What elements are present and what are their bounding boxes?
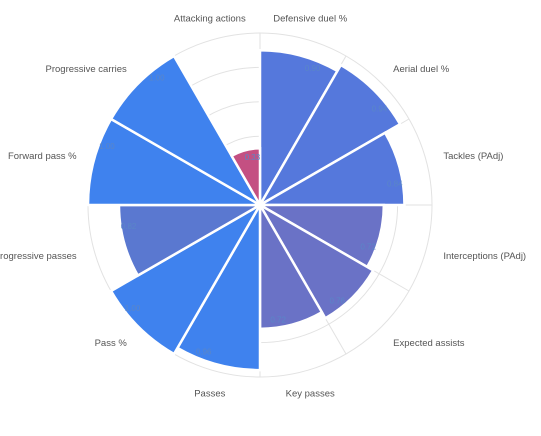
category-label-defensive-duel: Defensive duel % bbox=[273, 14, 347, 25]
category-label-progressive-carries: Progressive carries bbox=[46, 64, 128, 75]
value-label-defensive-duel: 0.90 bbox=[305, 64, 321, 73]
category-label-forward-pass: Forward pass % bbox=[8, 151, 77, 162]
category-label-interceptions-padj: Interceptions (PAdj) bbox=[443, 251, 526, 262]
value-label-interceptions-padj: 0.72 bbox=[360, 243, 376, 252]
category-label-passes: Passes bbox=[194, 388, 225, 399]
value-label-progressive-passes: 0.82 bbox=[121, 222, 137, 231]
value-label-pass: 1.00 bbox=[125, 304, 141, 313]
bar-passes[interactable] bbox=[175, 200, 262, 372]
bar-aerial-duel[interactable] bbox=[256, 63, 402, 209]
value-label-aerial-duel: 0.94 bbox=[372, 104, 388, 113]
category-label-aerial-duel: Aerial duel % bbox=[393, 64, 450, 75]
value-label-attacking-actions: 0.33 bbox=[245, 153, 261, 162]
category-label-expected-assists: Expected assists bbox=[393, 338, 465, 349]
category-label-attacking-actions: Attacking actions bbox=[174, 14, 246, 25]
category-label-tackles-padj: Tackles (PAdj) bbox=[443, 151, 503, 162]
category-label-progressive-passes: Progressive passes bbox=[0, 251, 77, 262]
value-label-expected-assists: 0.76 bbox=[329, 296, 345, 305]
value-label-layer: 0.90 0.94 0.84 0.72 0.76 0.72 0.96 1.00 0.82 1.00… bbox=[99, 64, 403, 357]
bar-attacking-actions[interactable] bbox=[229, 146, 262, 210]
bar-pass[interactable] bbox=[109, 201, 264, 356]
bar-forward-pass[interactable] bbox=[86, 117, 265, 207]
category-label-key-passes: Key passes bbox=[286, 388, 335, 399]
bar-progressive-carries[interactable] bbox=[109, 54, 264, 209]
bar-tackles-padj[interactable] bbox=[255, 131, 406, 207]
value-label-forward-pass: 1.00 bbox=[99, 142, 115, 151]
value-label-progressive-carries: 1.00 bbox=[149, 74, 165, 83]
category-label-layer: Defensive duel % Aerial duel % Tackles (PA… bbox=[0, 14, 526, 400]
value-label-tackles-padj: 0.84 bbox=[387, 180, 403, 189]
value-label-key-passes: 0.72 bbox=[270, 315, 286, 324]
bar-expected-assists[interactable] bbox=[256, 201, 375, 320]
category-label-pass: Pass % bbox=[95, 338, 128, 349]
bar-layer bbox=[86, 48, 406, 372]
value-label-passes: 0.96 bbox=[196, 348, 212, 357]
